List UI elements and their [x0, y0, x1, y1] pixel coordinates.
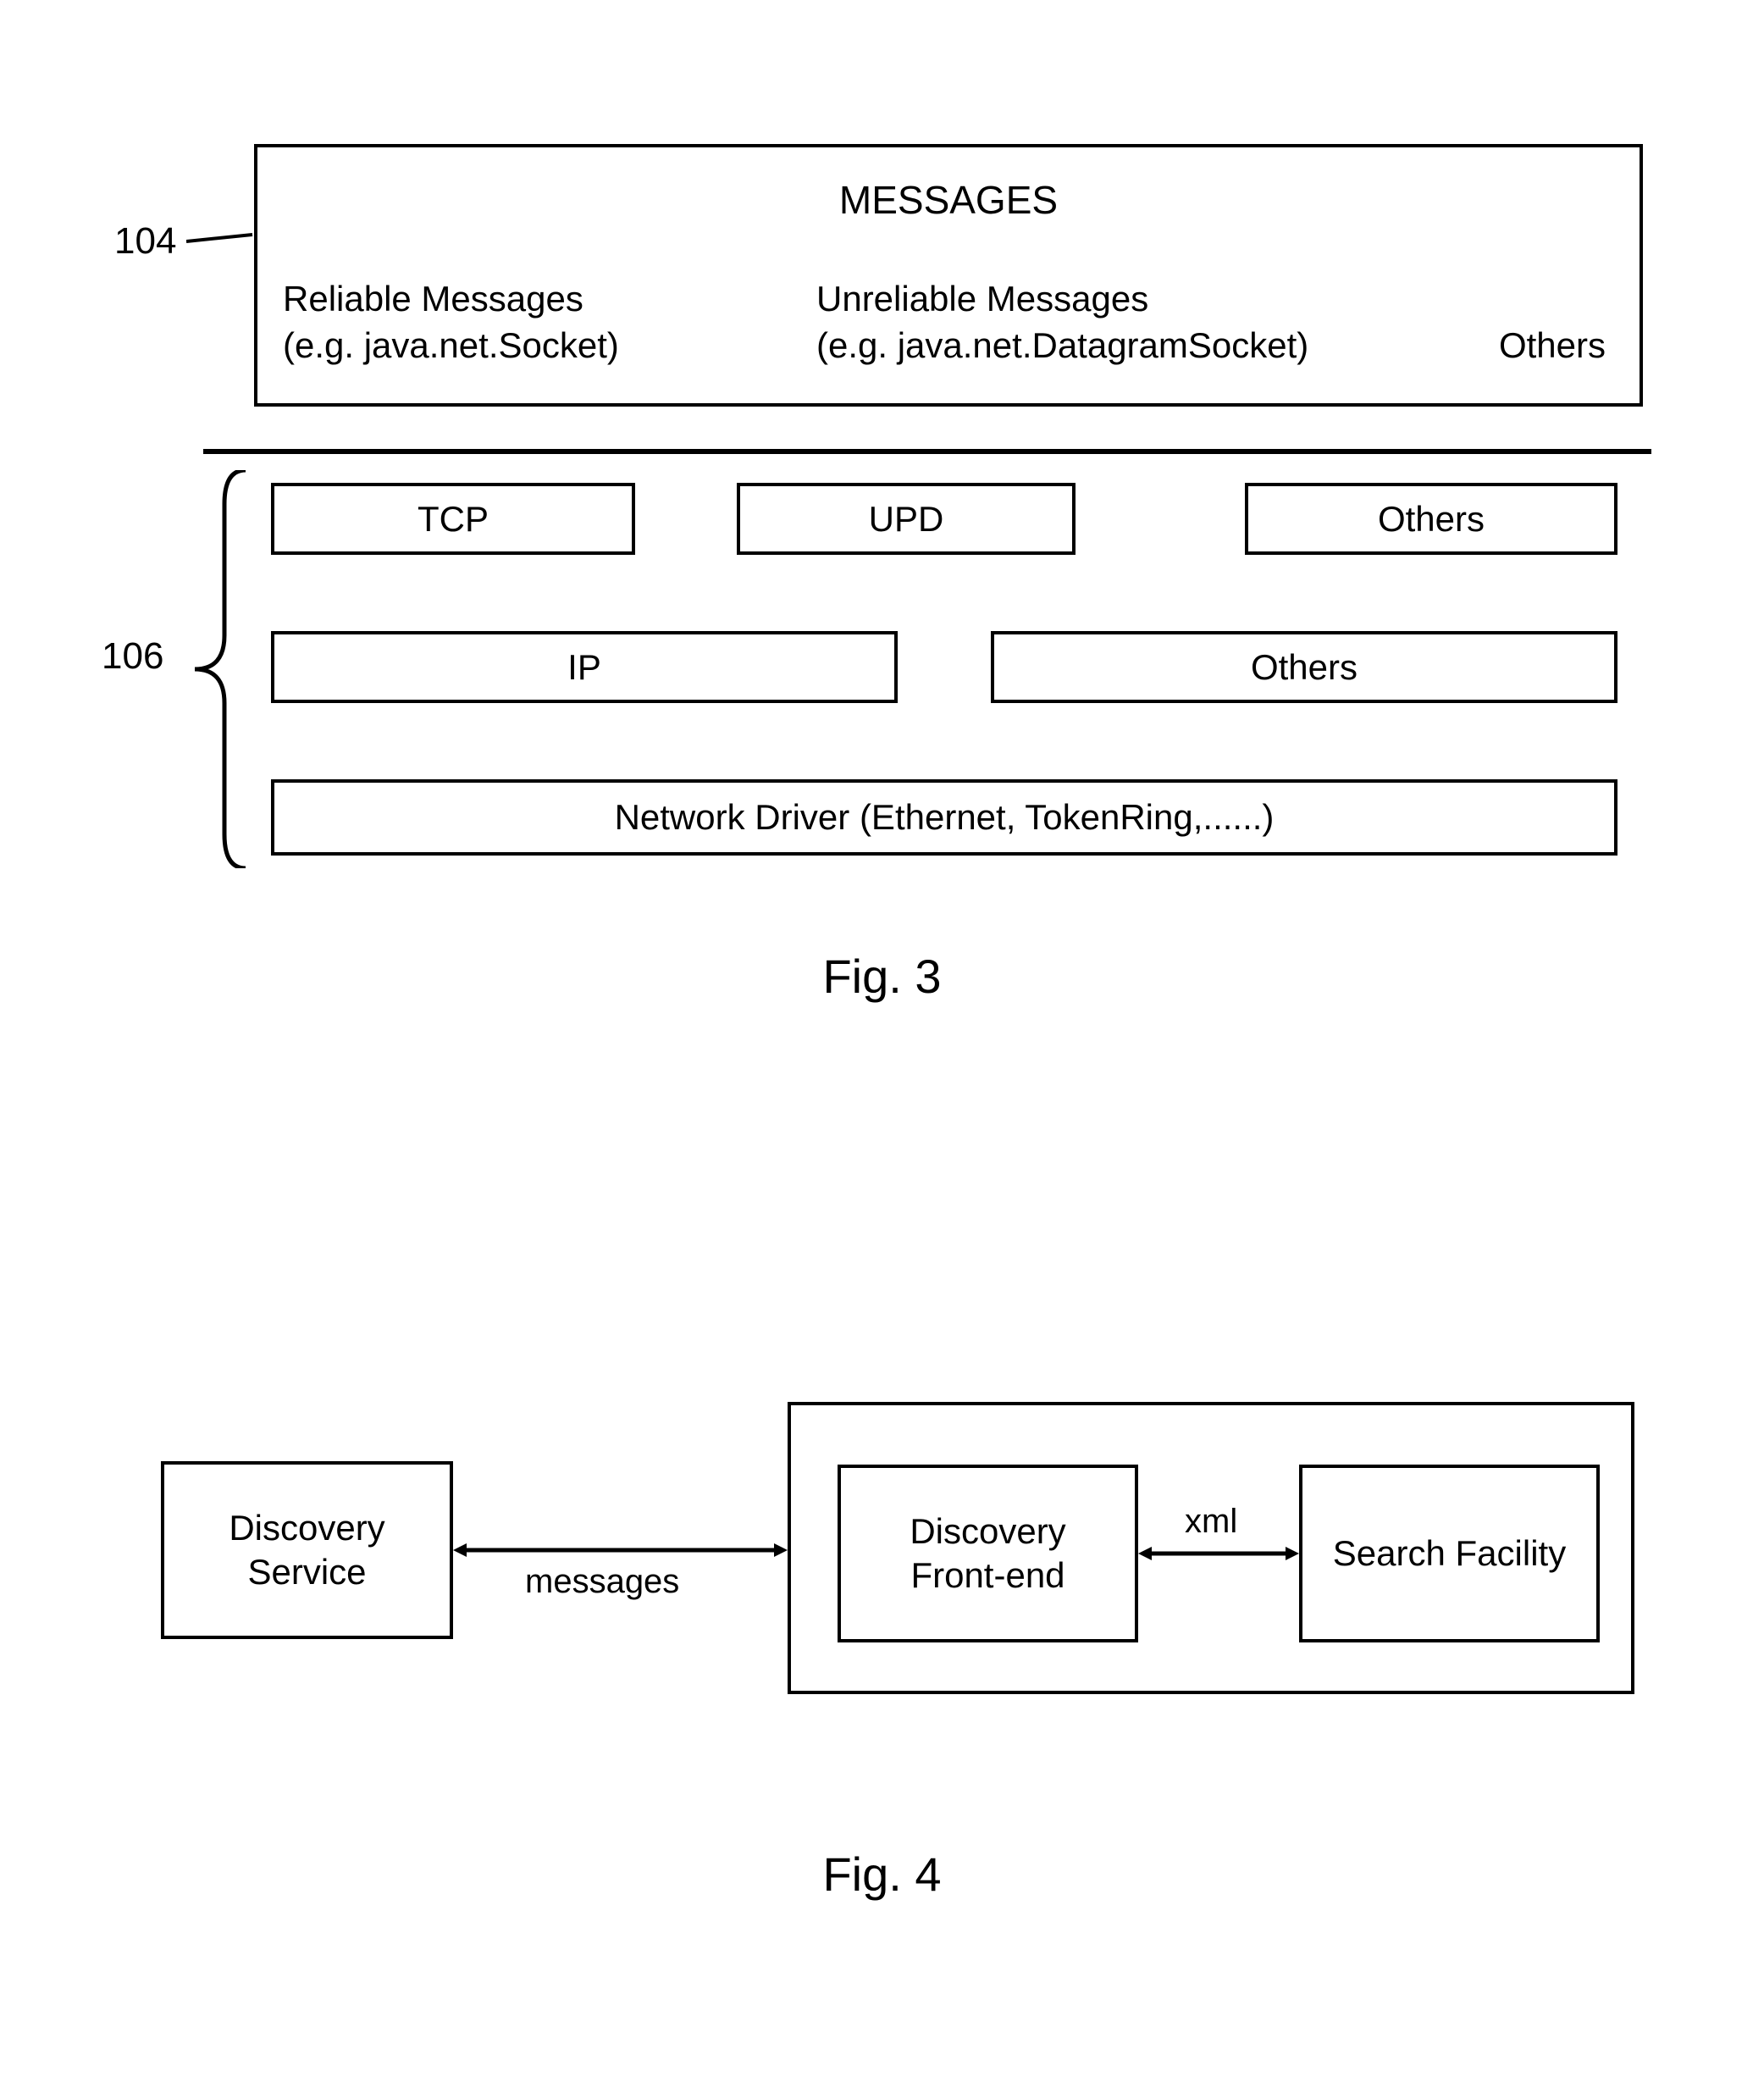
search-facility-label: Search Facility [1333, 1533, 1566, 1574]
network-driver-box: Network Driver (Ethernet, TokenRing,....… [271, 779, 1617, 856]
leader-104 [186, 233, 254, 258]
others-box-2: Others [991, 631, 1617, 703]
brace-106 [191, 470, 250, 868]
ip-label: IP [567, 647, 601, 688]
others-box-1: Others [1245, 483, 1617, 555]
others-label-2: Others [1251, 647, 1358, 688]
network-driver-label: Network Driver (Ethernet, TokenRing,....… [615, 797, 1275, 838]
fig4-caption: Fig. 4 [0, 1847, 1764, 1902]
fig3-caption: Fig. 3 [0, 949, 1764, 1004]
discovery-service-l2: Service [247, 1550, 366, 1595]
upd-box: UPD [737, 483, 1076, 555]
reliable-line2: (e.g. java.net.Socket) [283, 325, 619, 366]
upd-label: UPD [869, 499, 944, 540]
messages-others: Others [1499, 325, 1606, 366]
tcp-label: TCP [417, 499, 489, 540]
discovery-frontend-l1: Discovery [910, 1509, 1065, 1554]
ref-106: 106 [102, 635, 163, 678]
container-box: Discovery Front-end Search Facility xml [788, 1402, 1634, 1694]
ip-box: IP [271, 631, 898, 703]
xml-arrow [1138, 1541, 1299, 1566]
xml-label: xml [1185, 1503, 1237, 1541]
messages-label: messages [525, 1563, 679, 1601]
others-label-1: Others [1378, 499, 1485, 540]
unreliable-line2: (e.g. java.net.DatagramSocket) [816, 325, 1308, 366]
discovery-service-box: Discovery Service [161, 1461, 453, 1639]
ref-104: 104 [114, 220, 176, 263]
messages-title: MESSAGES [257, 177, 1640, 223]
discovery-frontend-l2: Front-end [910, 1554, 1064, 1598]
messages-arrow [453, 1537, 788, 1563]
tcp-box: TCP [271, 483, 635, 555]
discovery-frontend-box: Discovery Front-end [838, 1465, 1138, 1642]
messages-box: MESSAGES Reliable Messages (e.g. java.ne… [254, 144, 1643, 407]
divider-line [203, 449, 1651, 454]
unreliable-line1: Unreliable Messages [816, 279, 1148, 319]
reliable-line1: Reliable Messages [283, 279, 583, 319]
discovery-service-l1: Discovery [229, 1506, 384, 1551]
search-facility-box: Search Facility [1299, 1465, 1600, 1642]
